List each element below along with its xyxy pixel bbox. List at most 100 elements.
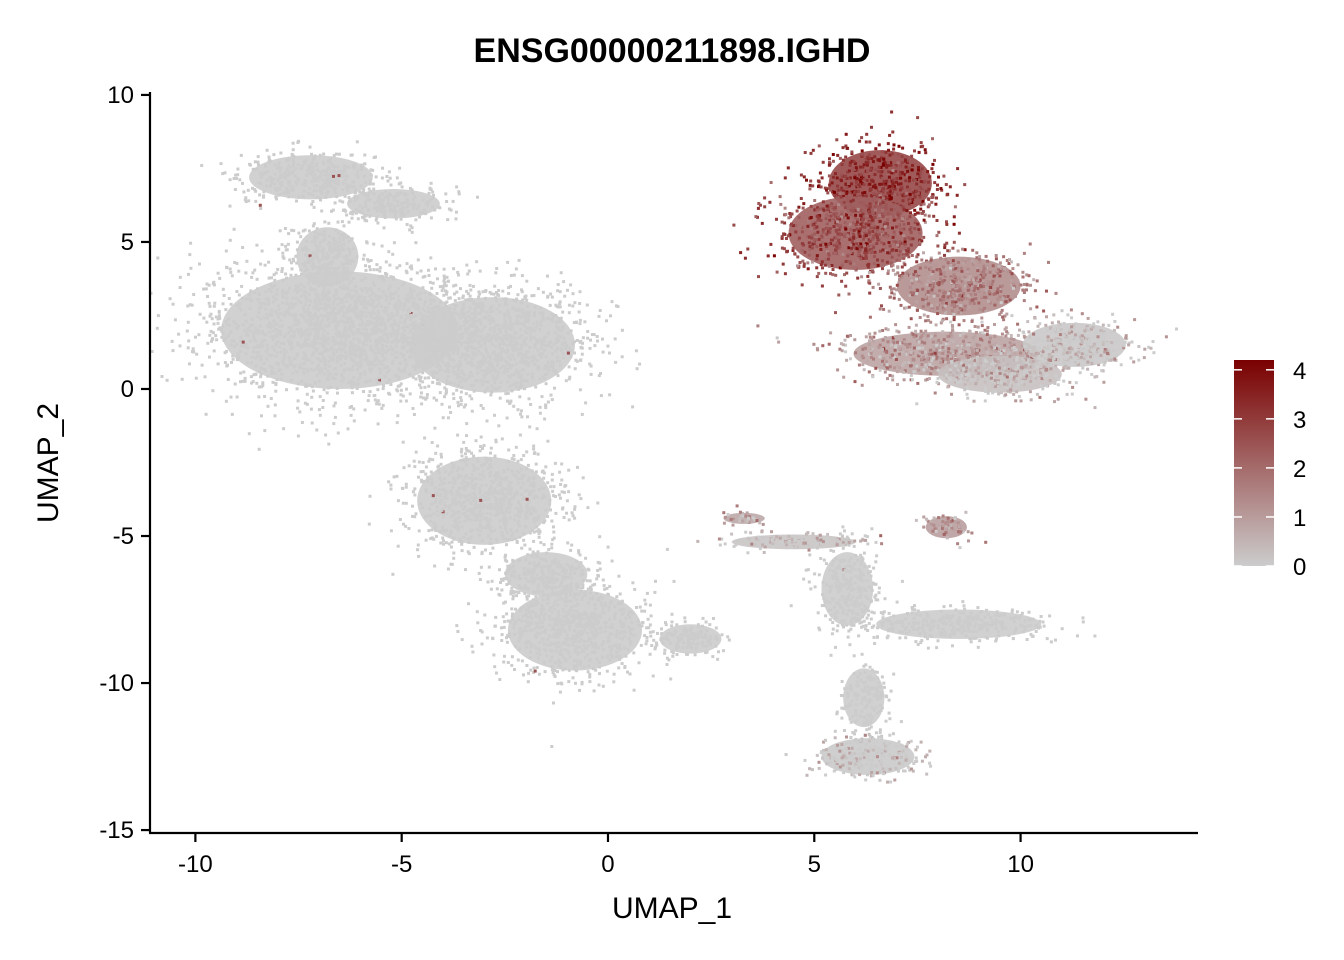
cell-point [388, 205, 392, 209]
cell-point [324, 308, 328, 312]
cell-point [378, 341, 382, 345]
cell-point [309, 278, 313, 281]
cell-point [445, 200, 449, 203]
cell-point [469, 501, 473, 504]
cell-point [403, 193, 406, 197]
cell-point [298, 363, 302, 367]
cell-point [276, 164, 280, 168]
cell-point [551, 313, 555, 317]
cell-point [291, 171, 294, 175]
cell-point [373, 398, 377, 402]
cell-point [499, 491, 503, 495]
cell-point [350, 216, 354, 220]
cell-point [466, 518, 470, 522]
cell-point [411, 514, 414, 518]
cell-point [359, 295, 363, 299]
cell-point [541, 375, 545, 379]
cell-point [516, 342, 519, 346]
cell-point [507, 488, 511, 492]
cell-point [609, 314, 612, 318]
cell-point [432, 501, 436, 505]
cell-point [559, 496, 562, 500]
cell-point [336, 303, 339, 307]
cell-point [569, 349, 573, 353]
cell-point [476, 514, 480, 518]
cell-point [540, 395, 544, 399]
cell-point [361, 340, 365, 344]
cell-point [552, 485, 556, 489]
cell-point [188, 303, 192, 307]
cell-point [399, 212, 403, 216]
cell-point [315, 176, 319, 180]
cell-point [347, 220, 351, 224]
cell-point [299, 301, 303, 305]
cell-point [478, 302, 482, 306]
cell-point [550, 478, 554, 482]
cell-point [520, 493, 524, 497]
cell-point [223, 361, 227, 364]
cell-point [358, 299, 362, 303]
cell-point [371, 299, 375, 303]
cell-point [442, 274, 446, 278]
chart-title: ENSG00000211898.IGHD [474, 32, 871, 70]
cell-point [212, 349, 216, 353]
cell-point [369, 173, 373, 177]
cell-point [478, 503, 482, 507]
cell-point [294, 254, 298, 258]
cell-point [533, 343, 537, 347]
cell-point [498, 511, 502, 515]
cell-point [389, 275, 393, 279]
cell-point [562, 656, 566, 660]
cell-point [230, 412, 234, 416]
cell-point [416, 258, 420, 262]
cell-point [313, 307, 317, 311]
cell-point [354, 331, 358, 335]
cell-point [488, 354, 492, 358]
cell-point [574, 640, 578, 644]
cell-point [520, 409, 523, 413]
cell-point [328, 304, 332, 307]
cell-point [228, 323, 231, 327]
cell-point [352, 337, 356, 341]
cell-point [558, 290, 562, 294]
cell-point [482, 316, 486, 320]
cell-point [347, 293, 351, 297]
cell-point [322, 233, 326, 237]
cell-point [348, 320, 352, 324]
cell-point [315, 428, 319, 432]
cell-point [561, 351, 565, 355]
cell-point [537, 514, 541, 518]
cell-point [528, 531, 532, 535]
cell-point [417, 204, 421, 208]
cell-point [538, 530, 542, 534]
cell-point [523, 489, 527, 493]
cell-point [455, 490, 459, 494]
cell-point [469, 482, 473, 486]
cell-point [202, 316, 206, 320]
cell-point [343, 341, 347, 345]
cell-point [338, 252, 342, 256]
cell-point [565, 348, 569, 352]
cell-point [516, 373, 520, 377]
cell-point [532, 496, 536, 500]
cell-point [517, 307, 521, 311]
cell-point [517, 322, 521, 325]
cell-point [316, 306, 320, 310]
cell-point [300, 421, 304, 424]
cell-point [319, 189, 323, 193]
cell-point [326, 386, 330, 390]
cell-point [365, 290, 369, 294]
cell-point [365, 323, 369, 327]
cell-point [456, 433, 460, 437]
cell-point [336, 311, 340, 315]
cell-point [315, 189, 319, 193]
cell-point [539, 608, 543, 612]
cell-point [341, 208, 345, 212]
cell-point [232, 345, 236, 349]
cell-point [454, 517, 458, 521]
cell-point [352, 324, 355, 328]
cell-point [289, 327, 293, 331]
cell-point [443, 489, 447, 493]
cell-point [365, 331, 369, 335]
cell-point [391, 359, 395, 363]
